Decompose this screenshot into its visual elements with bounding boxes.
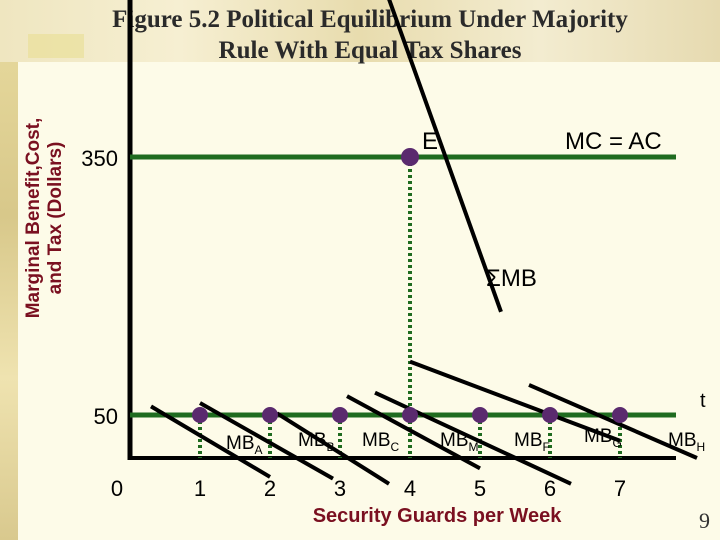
x-tick-label: 5 [474, 476, 486, 501]
mb-curve-a [149, 404, 272, 479]
mb-label-main: MB [514, 430, 543, 451]
mb-label-g: MBG [584, 426, 622, 450]
sum-mb-curve [387, 0, 503, 313]
chart-title: Figure 5.2 Political Equilibrium Under M… [40, 4, 700, 66]
mb-curve-m [346, 394, 481, 471]
mb-label-sub: F [543, 440, 550, 454]
equilibrium-label: E [422, 128, 438, 155]
point-on-t-line [262, 407, 278, 423]
mb-label-sub: C [391, 440, 400, 454]
t-line-label: t [700, 390, 706, 412]
page-number: 9 [699, 508, 710, 533]
mb-label-sub: H [697, 440, 706, 454]
mb-label-main: MB [668, 430, 697, 451]
point-on-t-line [542, 407, 558, 423]
mb-label-m: MBM [440, 430, 479, 454]
mb-curve-c [275, 411, 391, 486]
left-decorative-strip [0, 0, 18, 540]
mb-label-b: MBB [298, 430, 335, 454]
title-background [0, 0, 720, 62]
mb-label-main: MB [298, 430, 327, 451]
mb-label-sub: M [469, 440, 479, 454]
x-tick-label: 4 [404, 476, 416, 501]
mb-label-c: MBC [362, 430, 400, 454]
point-on-t-line [612, 407, 628, 423]
mb-label-sub: A [255, 443, 263, 457]
mb-label-h: MBH [668, 430, 705, 454]
mb-label-main: MB [362, 430, 391, 451]
mb-curve-g [409, 359, 621, 443]
title-line-1: Figure 5.2 Political Equilibrium Under M… [112, 6, 628, 33]
mb-label-main: MB [584, 426, 613, 447]
mb-curve-b [199, 401, 334, 481]
decorative-box [28, 34, 84, 58]
mb-curve-h [528, 383, 698, 460]
mb-label-sub: B [327, 440, 335, 454]
x-axis-title: Security Guards per Week [313, 505, 563, 527]
y-tick-label: 50 [94, 404, 118, 429]
mc-ac-label: MC = AC [565, 128, 662, 155]
mb-label-a: MBA [226, 433, 263, 457]
point-on-t-line [332, 407, 348, 423]
x-tick-label: 1 [194, 476, 206, 501]
point-on-t-line [402, 407, 418, 423]
x-tick-label: 7 [614, 476, 626, 501]
x-tick-label: 3 [334, 476, 346, 501]
mb-label-f: MBF [514, 430, 550, 454]
mb-label-main: MB [226, 433, 255, 454]
x-tick-label: 2 [264, 476, 276, 501]
mb-label-sub: G [613, 436, 622, 450]
sum-mb-label: ΣMB [486, 265, 537, 292]
equilibrium-point [401, 148, 419, 166]
point-on-t-line [472, 407, 488, 423]
y-tick-label: 350 [81, 146, 118, 171]
title-line-2: Rule With Equal Tax Shares [218, 37, 522, 64]
x-tick-label: 6 [544, 476, 556, 501]
point-on-t-line [192, 407, 208, 423]
x-tick-label: 0 [111, 476, 123, 501]
mb-label-main: MB [440, 430, 469, 451]
